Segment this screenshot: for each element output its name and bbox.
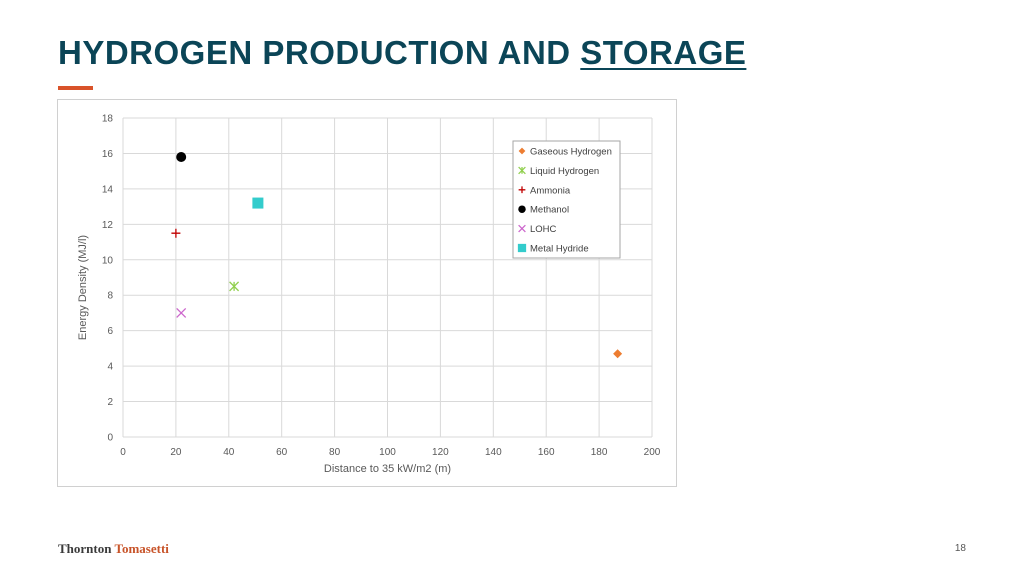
x-tick-label: 20 xyxy=(170,447,182,458)
y-tick-label: 12 xyxy=(102,220,114,231)
legend-marker xyxy=(518,224,526,233)
slide-title: HYDROGEN PRODUCTION AND STORAGE xyxy=(58,34,746,72)
page-number: 18 xyxy=(954,543,966,554)
legend-marker xyxy=(518,186,526,194)
x-tick-label: 200 xyxy=(644,447,661,458)
slide-title-part2: STORAGE xyxy=(580,34,747,71)
x-tick-label: 180 xyxy=(591,447,608,458)
y-tick-label: 14 xyxy=(102,184,114,195)
y-tick-label: 4 xyxy=(107,362,113,373)
x-axis-label: Distance to 35 kW/m2 (m) xyxy=(324,463,451,475)
x-tick-label: 120 xyxy=(432,447,449,458)
data-point-methanol xyxy=(176,151,187,162)
y-tick-label: 10 xyxy=(102,255,114,266)
company-logo: Thornton Tomasetti xyxy=(58,541,169,557)
x-tick-label: 60 xyxy=(276,447,288,458)
y-tick-label: 18 xyxy=(102,114,114,125)
x-tick-label: 100 xyxy=(379,447,396,458)
legend-label: Liquid Hydrogen xyxy=(530,166,599,177)
y-axis-label: Energy Density (MJ/l) xyxy=(77,235,89,340)
legend-marker xyxy=(518,205,526,213)
data-point-lohc xyxy=(176,307,187,318)
y-tick-label: 8 xyxy=(107,291,113,302)
legend-label: Ammonia xyxy=(530,185,571,196)
title-accent-bar xyxy=(58,86,93,90)
y-tick-label: 0 xyxy=(107,433,113,444)
legend-marker xyxy=(518,166,526,175)
legend-marker xyxy=(518,147,526,155)
slide-title-part1: HYDROGEN PRODUCTION AND xyxy=(58,34,581,71)
data-point-metal-hydride xyxy=(252,197,264,209)
legend-label: Metal Hydride xyxy=(530,244,589,255)
logo-text-tomasetti: Tomasetti xyxy=(114,541,169,556)
chart-canvas: 0 20 40 60 80 100 120 140 160 180 200 0 2 4 6 8 10 12 14 16… xyxy=(77,114,661,476)
data-point-liquid-hydrogen xyxy=(229,281,240,292)
scatter-chart: 0 20 40 60 80 100 120 140 160 180 200 0 2 4 6 8 10 12 14 16… xyxy=(57,99,677,487)
x-tick-label: 140 xyxy=(485,447,502,458)
legend-label: Methanol xyxy=(530,205,569,216)
y-tick-label: 2 xyxy=(107,397,113,408)
x-tick-label: 80 xyxy=(329,447,341,458)
data-point-ammonia xyxy=(171,228,181,238)
chart-legend xyxy=(512,140,621,259)
legend-label: Gaseous Hydrogen xyxy=(530,147,612,158)
x-tick-label: 0 xyxy=(120,447,126,458)
y-tick-label: 16 xyxy=(102,149,114,160)
legend-label: LOHC xyxy=(530,224,557,235)
data-point-gaseous-hydrogen xyxy=(613,349,623,359)
x-tick-label: 40 xyxy=(223,447,235,458)
logo-text-thornton: Thornton xyxy=(58,541,115,556)
legend-marker xyxy=(517,243,527,253)
x-tick-label: 160 xyxy=(538,447,555,458)
y-tick-label: 6 xyxy=(107,326,113,337)
